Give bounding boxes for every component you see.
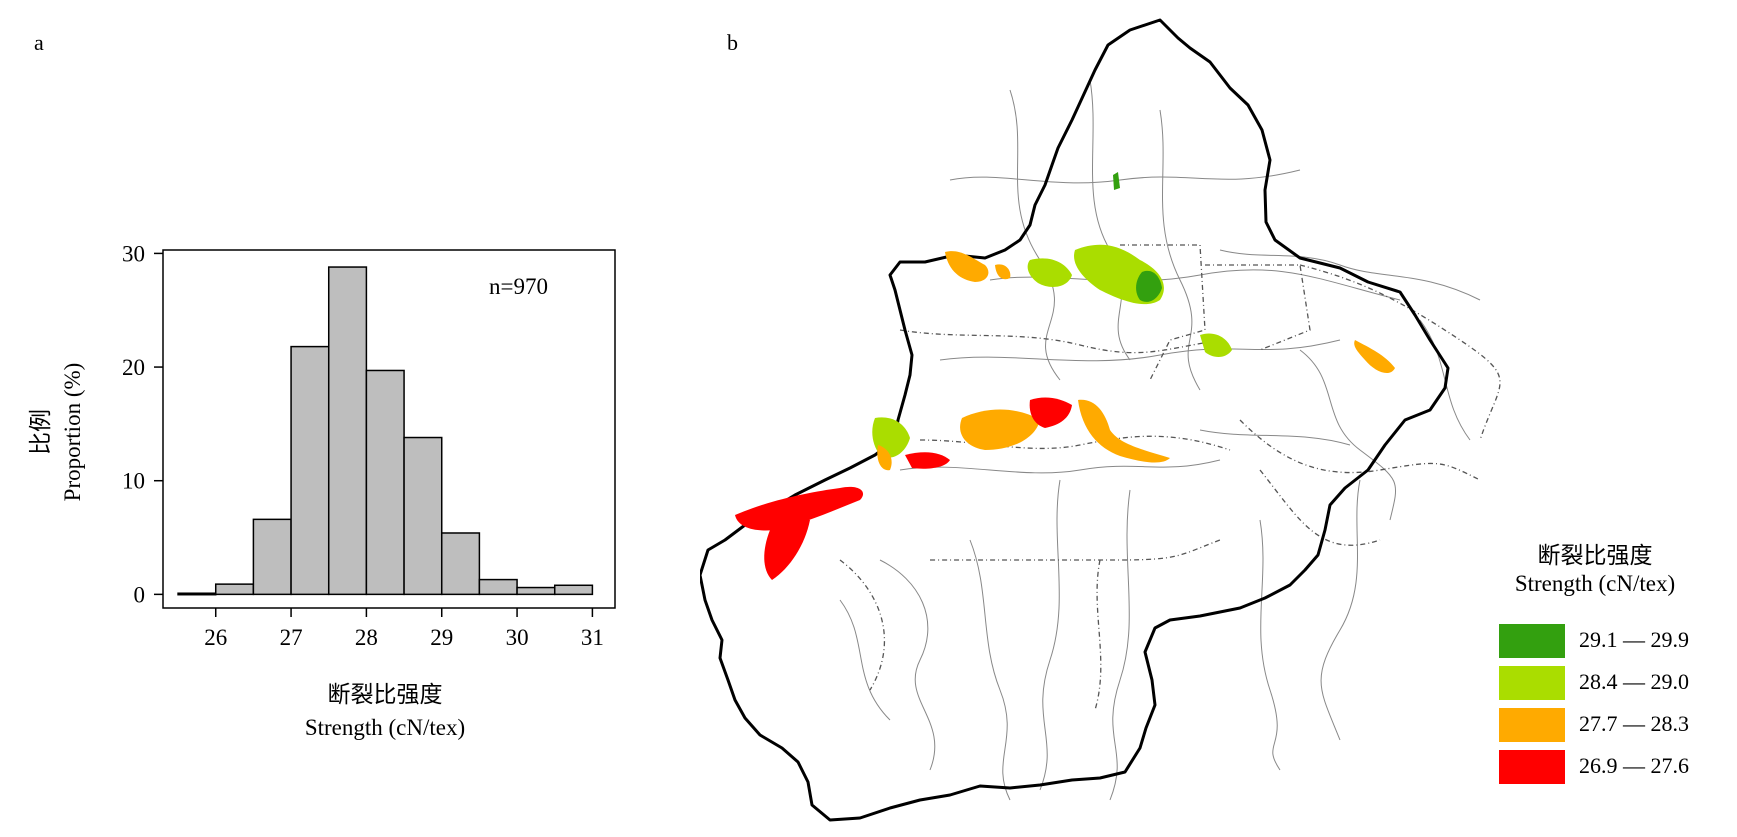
sample-size-annotation: n=970 <box>489 274 548 299</box>
histogram-bars <box>177 266 594 596</box>
legend-label: 29.1 — 29.9 <box>1579 627 1689 652</box>
region-outline <box>700 18 1450 822</box>
legend-swatch <box>1499 666 1565 700</box>
y-tick-label: 30 <box>122 241 145 266</box>
y-axis-label-cn: 比例 <box>28 409 53 455</box>
y-axis-label-en: Proportion (%) <box>60 363 85 502</box>
y-axis: 0 10 20 30 <box>122 241 163 607</box>
histogram-bar <box>327 266 368 596</box>
x-axis: 26 27 28 29 30 31 <box>204 608 604 650</box>
y-tick-label: 10 <box>122 469 145 494</box>
legend-swatch <box>1499 708 1565 742</box>
histogram-bar <box>252 518 292 596</box>
legend-label: 26.9 — 27.6 <box>1579 753 1689 778</box>
histogram-bar <box>516 586 556 596</box>
legend-title-cn: 断裂比强度 <box>1537 543 1653 568</box>
x-tick-label: 29 <box>430 625 453 650</box>
histogram-bar <box>214 583 255 596</box>
y-tick-label: 0 <box>134 582 146 607</box>
x-tick-label: 31 <box>581 625 604 650</box>
map-prefecture-boundaries <box>839 244 1501 711</box>
panel-label-a: a <box>34 30 44 55</box>
plot-frame <box>162 249 616 609</box>
map-cotton-areas <box>735 172 1395 580</box>
histogram-bar <box>553 584 594 596</box>
legend-swatch <box>1499 624 1565 658</box>
legend-title-en: Strength (cN/tex) <box>1514 571 1676 596</box>
histogram-bar <box>440 532 481 596</box>
x-tick-label: 28 <box>355 625 378 650</box>
x-tick-label: 30 <box>506 625 529 650</box>
histogram-bar <box>290 345 330 596</box>
histogram-bar <box>478 578 518 596</box>
histogram-bar <box>403 436 443 596</box>
region-map <box>700 18 1501 822</box>
y-tick-label: 20 <box>122 355 145 380</box>
legend-label: 28.4 — 29.0 <box>1579 669 1689 694</box>
x-axis-label-en: Strength (cN/tex) <box>305 715 465 740</box>
x-axis-label-cn: 断裂比强度 <box>328 682 443 707</box>
panel-label-b: b <box>727 30 738 55</box>
histogram-bar <box>177 592 217 596</box>
legend-swatch <box>1499 750 1565 784</box>
histogram-chart: 26 27 28 29 30 31 0 10 20 30 n=970 断裂比强度 Strengt… <box>28 241 616 740</box>
x-tick-label: 27 <box>280 625 303 650</box>
legend-label: 27.7 — 28.3 <box>1579 711 1689 736</box>
histogram-bar <box>365 369 405 596</box>
x-tick-label: 26 <box>204 625 227 650</box>
